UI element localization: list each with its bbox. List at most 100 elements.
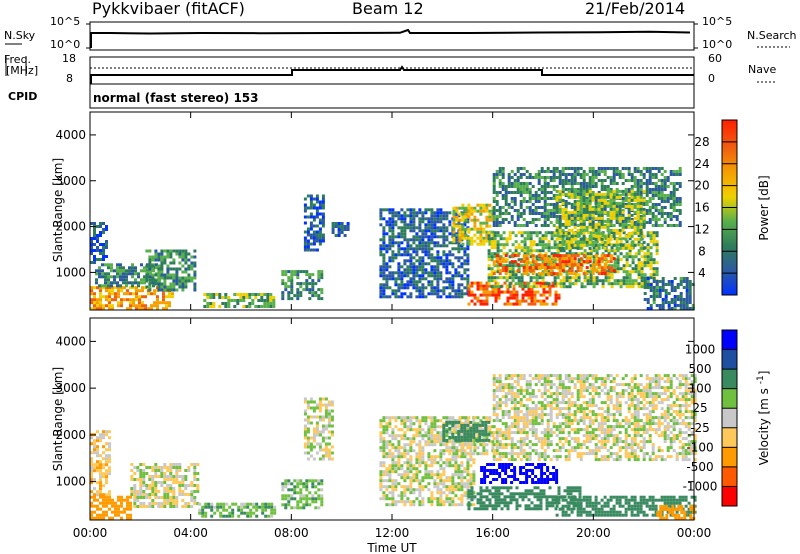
heatmap-cell	[594, 200, 598, 203]
heatmap-cell	[306, 436, 310, 440]
heatmap-cell	[155, 263, 158, 267]
heatmap-cell	[499, 285, 503, 289]
heatmap-cell	[660, 212, 664, 215]
heatmap-cell	[585, 173, 589, 176]
heatmap-cell	[427, 271, 431, 275]
heatmap-cell	[485, 296, 489, 300]
heatmap-cell	[463, 277, 467, 281]
heatmap-cell	[424, 416, 428, 420]
heatmap-cell	[603, 254, 607, 258]
heatmap-cell	[172, 475, 176, 478]
heatmap-cell	[198, 511, 202, 515]
heatmap-cell	[531, 176, 535, 179]
heatmap-cell	[564, 219, 568, 223]
heatmap-cell	[530, 287, 534, 291]
heatmap-cell	[93, 292, 96, 296]
heatmap-cell	[448, 259, 452, 263]
heatmap-cell	[669, 212, 673, 215]
heatmap-cell	[148, 496, 152, 499]
heatmap-cell	[418, 289, 422, 293]
heatmap-cell	[550, 231, 554, 235]
heatmap-cell	[530, 296, 534, 300]
heatmap-cell	[600, 198, 604, 202]
heatmap-cell	[682, 280, 686, 283]
heatmap-cell	[237, 514, 241, 518]
heatmap-cell	[388, 452, 392, 456]
heatmap-cell	[591, 228, 595, 232]
heatmap-cell	[287, 503, 291, 507]
heatmap-cell	[582, 225, 586, 229]
heatmap-cell	[99, 301, 102, 305]
heatmap-cell	[303, 209, 307, 213]
heatmap-cell	[382, 274, 386, 278]
heatmap-cell	[130, 490, 134, 493]
heatmap-cell	[418, 461, 422, 465]
heatmap-cell	[101, 263, 104, 267]
heatmap-cell	[159, 301, 162, 305]
heatmap-cell	[522, 209, 526, 212]
heatmap-cell	[436, 491, 440, 495]
heatmap-cell	[508, 282, 512, 286]
heatmap-cell	[93, 228, 96, 231]
heatmap-cell	[652, 267, 656, 271]
heatmap-cell	[102, 430, 105, 434]
heatmap-cell	[657, 224, 661, 227]
heatmap-cell	[119, 275, 122, 279]
heatmap-cell	[439, 464, 443, 468]
heatmap-cell	[448, 271, 452, 275]
heatmap-cell	[163, 487, 167, 490]
heatmap-cell	[99, 475, 102, 479]
heatmap-cell	[156, 304, 159, 308]
heatmap-cell	[461, 203, 465, 207]
heatmap-cell	[497, 290, 501, 294]
heatmap-cell	[321, 197, 325, 201]
heatmap-cell	[511, 276, 515, 280]
heatmap-cell	[655, 286, 659, 289]
heatmap-cell	[312, 224, 316, 228]
heatmap-cell	[583, 252, 587, 256]
heatmap-cell	[492, 260, 496, 264]
heatmap-cell	[652, 237, 656, 241]
heatmap-cell	[586, 279, 590, 283]
heatmap-cell	[520, 240, 524, 244]
heatmap-cell	[452, 218, 456, 222]
heatmap-cell	[510, 170, 514, 173]
heatmap-cell	[102, 463, 105, 467]
heatmap-cell	[558, 194, 562, 197]
heatmap-cell	[627, 201, 631, 205]
heatmap-cell	[621, 192, 625, 196]
heatmap-cell	[439, 274, 443, 278]
heatmap-cell	[637, 270, 641, 274]
heatmap-cell	[448, 211, 452, 215]
heatmap-cell	[102, 243, 105, 246]
heatmap-cell	[476, 230, 480, 234]
heatmap-cell	[579, 228, 583, 232]
heatmap-cell	[400, 494, 404, 498]
heatmap-cell	[451, 286, 455, 290]
heatmap-cell	[318, 415, 322, 419]
heatmap-cell	[406, 464, 410, 468]
heatmap-cell	[231, 502, 235, 506]
heatmap-cell	[458, 224, 462, 228]
heatmap-cell	[551, 281, 555, 285]
heatmap-cell	[418, 244, 422, 248]
heatmap-cell	[487, 234, 491, 238]
heatmap-cell	[334, 225, 338, 228]
heatmap-cell	[303, 197, 307, 201]
heatmap-cell	[117, 292, 120, 296]
heatmap-cell	[327, 400, 331, 404]
heatmap-cell	[536, 290, 540, 294]
heatmap-cell	[303, 424, 307, 428]
heatmap-cell	[516, 269, 520, 273]
heatmap-cell	[261, 505, 265, 509]
heatmap-cell	[577, 261, 581, 265]
heatmap-cell	[409, 461, 413, 465]
heatmap-cell	[667, 292, 671, 295]
heatmap-cell	[169, 490, 173, 493]
heatmap-cell	[559, 282, 563, 286]
heatmap-cell	[157, 252, 161, 256]
heatmap-cell	[187, 276, 191, 280]
heatmap-cell	[615, 191, 619, 194]
heatmap-cell	[311, 494, 315, 498]
heatmap-cell	[315, 233, 319, 237]
